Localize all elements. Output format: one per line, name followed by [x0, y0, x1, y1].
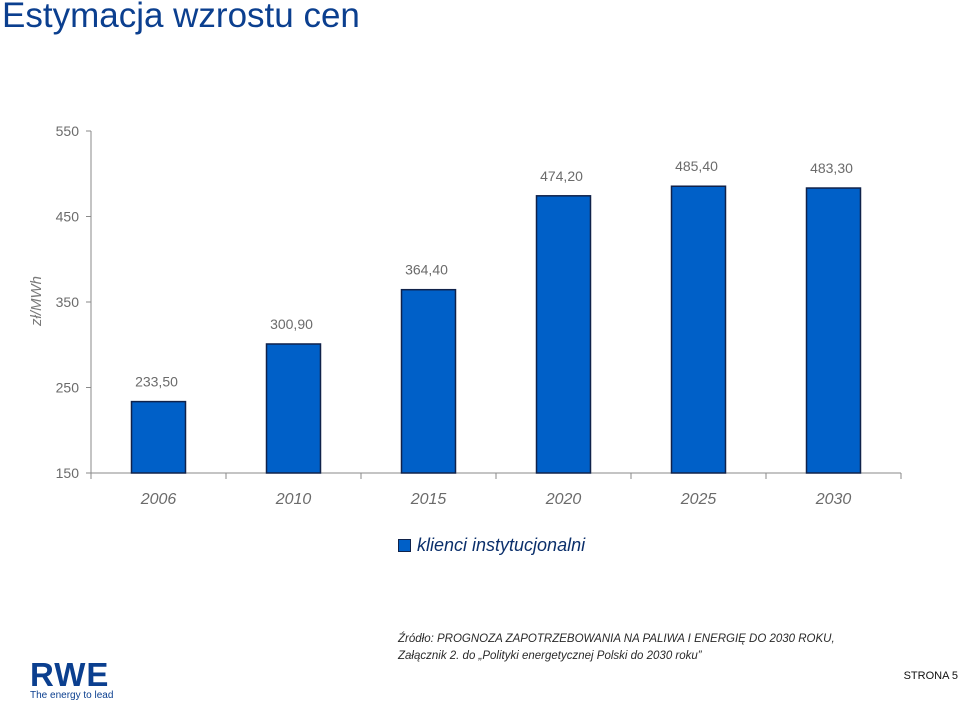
- y-tick-label: 150: [56, 465, 80, 481]
- bar-value-label: 483,30: [810, 160, 853, 176]
- bar: [265, 343, 322, 474]
- y-axis-title: zł/MWh: [28, 276, 45, 327]
- logo-tagline: The energy to lead: [30, 690, 114, 701]
- source-line-1: Źródło: PROGNOZA ZAPOTRZEBOWANIA NA PALI…: [398, 633, 835, 645]
- bar: [805, 187, 862, 474]
- bar-chart: 150 250 350 450 550 zł/MWh 233,50 2006 300,90 201…: [28, 123, 902, 508]
- source-line-2: Załącznik 2. do „Polityki energetycznej …: [398, 650, 702, 662]
- x-tick-label: 2030: [815, 491, 852, 508]
- bar: [670, 185, 727, 474]
- x-tick-label: 2025: [680, 491, 717, 508]
- chart-legend: klienci instytucjonalni: [398, 535, 585, 556]
- y-tick-label: 350: [56, 294, 80, 310]
- y-tick-label: 250: [56, 380, 80, 396]
- bar-value-label: 233,50: [135, 374, 178, 390]
- source-note: Źródło: PROGNOZA ZAPOTRZEBOWANIA NA PALI…: [398, 631, 868, 665]
- bar: [130, 400, 187, 474]
- logo-mark: RWE: [30, 656, 110, 693]
- bar: [535, 195, 592, 474]
- bar-value-label: 474,20: [540, 168, 583, 184]
- bar: [400, 288, 457, 474]
- rwe-logo: RWE The energy to lead: [30, 656, 130, 702]
- legend-swatch: [398, 539, 411, 552]
- y-tick-label: 450: [56, 209, 80, 225]
- bar-value-label: 300,90: [270, 316, 313, 332]
- x-tick-label: 2015: [410, 491, 447, 508]
- y-tick-label: 550: [56, 123, 80, 139]
- page-title: Estymacja wzrostu cen: [2, 0, 360, 35]
- bar-value-label: 485,40: [675, 158, 718, 174]
- legend-label: klienci instytucjonalni: [417, 535, 586, 555]
- bar-value-label: 364,40: [405, 262, 448, 278]
- x-tick-label: 2010: [275, 491, 312, 508]
- page-number: STRONA 5: [903, 670, 958, 682]
- x-tick-label: 2006: [140, 491, 177, 508]
- x-tick-label: 2020: [545, 491, 582, 508]
